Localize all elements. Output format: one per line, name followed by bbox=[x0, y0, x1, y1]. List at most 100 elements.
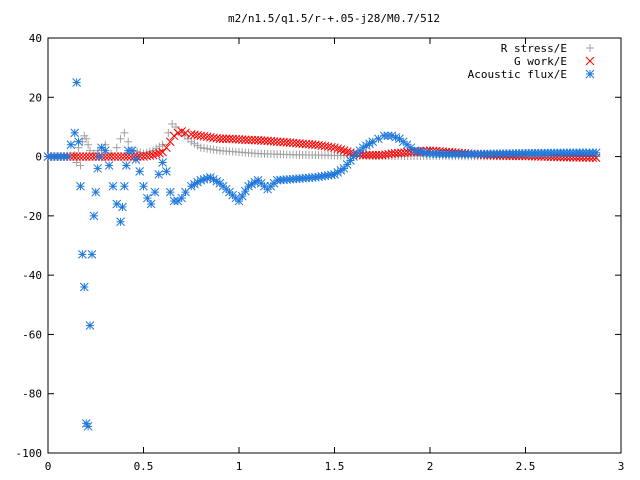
data-point bbox=[241, 135, 250, 145]
data-point bbox=[165, 137, 175, 147]
data-point bbox=[75, 152, 85, 161]
y-tick-label: 0 bbox=[35, 151, 42, 164]
data-point bbox=[104, 161, 114, 170]
data-point bbox=[162, 143, 171, 153]
y-tick-label: -20 bbox=[22, 210, 42, 223]
data-point bbox=[84, 140, 93, 149]
y-tick-label: -60 bbox=[22, 328, 42, 341]
data-point bbox=[155, 148, 164, 158]
data-point bbox=[556, 152, 565, 162]
data-point bbox=[368, 150, 378, 160]
data-point bbox=[365, 150, 374, 160]
data-point bbox=[135, 167, 145, 176]
data-point bbox=[110, 152, 120, 161]
y-tick-label: 40 bbox=[29, 32, 42, 45]
data-point bbox=[81, 152, 91, 161]
data-point bbox=[342, 160, 352, 169]
data-point bbox=[218, 134, 228, 144]
data-point bbox=[339, 146, 349, 155]
data-point bbox=[104, 152, 113, 161]
data-point bbox=[552, 152, 562, 162]
y-tick-label: -40 bbox=[22, 269, 42, 282]
x-tick-label: 2 bbox=[427, 460, 434, 473]
data-point bbox=[62, 152, 72, 161]
data-point bbox=[79, 282, 89, 292]
data-point bbox=[112, 143, 121, 152]
data-point bbox=[81, 419, 91, 428]
data-point bbox=[221, 134, 231, 144]
x-tick-label: 0 bbox=[45, 460, 52, 473]
data-point bbox=[116, 152, 126, 161]
data-point bbox=[85, 321, 95, 330]
legend-label: G work/E bbox=[514, 55, 567, 68]
data-point bbox=[88, 152, 97, 161]
data-point bbox=[247, 135, 257, 145]
legend-label: Acoustic flux/E bbox=[468, 68, 567, 81]
data-point bbox=[116, 134, 125, 143]
data-point bbox=[154, 170, 164, 179]
data-point bbox=[181, 128, 190, 138]
data-point bbox=[82, 134, 91, 143]
data-point bbox=[234, 196, 244, 206]
x-tick-label: 1 bbox=[236, 460, 243, 473]
data-point bbox=[158, 158, 167, 167]
data-point bbox=[171, 122, 180, 131]
data-point bbox=[85, 152, 94, 161]
data-point bbox=[162, 167, 171, 176]
data-point bbox=[150, 187, 160, 197]
data-point bbox=[165, 187, 175, 197]
data-point bbox=[121, 161, 131, 170]
data-point bbox=[66, 140, 76, 150]
data-point bbox=[78, 250, 87, 259]
x-tick-label: 0.5 bbox=[134, 460, 154, 473]
data-point bbox=[193, 141, 202, 150]
data-point bbox=[190, 139, 199, 148]
axis-ticks: 0 0.5 1 1.5 2 2.5 3 40 20 0 -20 -40 -60 -80 -100 bbox=[16, 32, 625, 473]
data-point bbox=[93, 164, 103, 173]
y-tick-label: 20 bbox=[29, 91, 42, 104]
data-point bbox=[74, 137, 83, 147]
data-layer bbox=[43, 78, 601, 431]
data-point bbox=[70, 128, 80, 138]
x-tick-label: 2.5 bbox=[516, 460, 536, 473]
data-point bbox=[120, 152, 129, 161]
data-point bbox=[339, 164, 349, 173]
x-tick-label: 1.5 bbox=[325, 460, 345, 473]
data-point bbox=[72, 78, 82, 87]
data-point bbox=[120, 128, 129, 137]
data-point bbox=[559, 152, 569, 162]
plot-frame bbox=[47, 37, 622, 454]
data-point bbox=[89, 211, 99, 221]
x-tick-label: 3 bbox=[618, 460, 625, 473]
legend-marker bbox=[586, 44, 594, 52]
data-point bbox=[591, 148, 601, 158]
data-point bbox=[72, 152, 82, 161]
data-point bbox=[244, 135, 253, 145]
data-point bbox=[91, 187, 101, 197]
data-point bbox=[148, 150, 158, 160]
data-point bbox=[69, 152, 78, 161]
data-point bbox=[187, 137, 196, 146]
data-point bbox=[133, 147, 142, 156]
data-point bbox=[76, 161, 85, 170]
data-point bbox=[169, 131, 179, 141]
data-point bbox=[562, 152, 572, 162]
data-point bbox=[371, 150, 381, 160]
data-point bbox=[87, 250, 97, 259]
series-2 bbox=[43, 78, 601, 431]
data-point bbox=[131, 155, 141, 164]
data-point bbox=[78, 152, 88, 161]
y-tick-label: -100 bbox=[16, 447, 43, 460]
legend-marker bbox=[585, 69, 595, 79]
data-point bbox=[237, 191, 247, 201]
y-tick-label: -80 bbox=[22, 388, 42, 401]
data-point bbox=[76, 181, 85, 191]
legend-label: R stress/E bbox=[501, 42, 567, 55]
data-point bbox=[108, 181, 118, 191]
data-point bbox=[333, 144, 343, 154]
data-point bbox=[361, 150, 371, 160]
data-point bbox=[342, 147, 352, 156]
data-point bbox=[365, 139, 374, 149]
